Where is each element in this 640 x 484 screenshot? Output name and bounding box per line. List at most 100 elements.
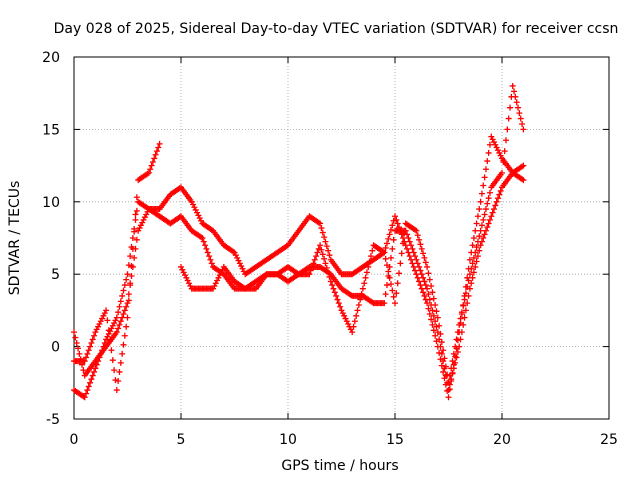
data-point-marker: [473, 244, 480, 251]
data-point-marker: [186, 280, 193, 287]
data-point-marker: [450, 361, 457, 368]
data-point-marker: [462, 290, 469, 297]
data-point-marker: [438, 339, 445, 346]
data-point-marker: [231, 249, 238, 256]
data-point-marker: [432, 318, 439, 325]
data-point-marker: [104, 333, 111, 340]
x-tick-label: 20: [493, 432, 511, 448]
data-point-marker: [469, 260, 476, 267]
data-point-marker: [206, 253, 213, 260]
data-point-marker: [152, 151, 159, 158]
data-point-marker: [426, 311, 433, 318]
data-point-marker: [184, 277, 191, 284]
data-point-marker: [397, 227, 404, 234]
data-point-marker: [396, 224, 403, 231]
data-point-marker: [490, 206, 497, 213]
data-point-marker: [350, 323, 357, 330]
data-point-marker: [357, 296, 364, 303]
data-point-marker: [392, 300, 398, 307]
data-point-marker: [485, 149, 492, 156]
data-point-marker: [430, 295, 437, 302]
data-point-marker: [232, 252, 239, 259]
data-point-marker: [180, 269, 187, 276]
data-point-marker: [466, 256, 473, 263]
data-point-marker: [485, 195, 492, 202]
data-point-marker: [129, 263, 136, 270]
data-point-marker: [382, 255, 389, 262]
data-point-marker: [478, 222, 485, 229]
data-point-marker: [311, 256, 318, 263]
data-point-marker: [409, 260, 416, 267]
plot-frame: [73, 56, 610, 420]
data-point-marker: [109, 357, 116, 364]
data-point-marker: [382, 291, 389, 298]
data-point-marker: [132, 211, 139, 218]
data-point-marker: [103, 307, 110, 314]
data-point-marker: [133, 207, 140, 214]
data-point-marker: [81, 358, 88, 365]
data-point-marker: [474, 238, 481, 245]
data-point-marker: [402, 227, 409, 234]
data-point-marker: [461, 314, 468, 321]
data-point-marker: [478, 190, 485, 197]
data-point-marker: [325, 247, 332, 254]
data-point-marker: [382, 244, 389, 251]
data-point-marker: [194, 209, 201, 216]
data-point-marker: [219, 266, 226, 273]
data-point-marker: [416, 278, 423, 285]
data-point-marker: [393, 216, 400, 223]
data-point-marker: [178, 263, 184, 270]
data-point-marker: [89, 372, 96, 379]
data-point-marker: [127, 253, 134, 260]
data-point-marker: [310, 260, 317, 267]
data-point-marker: [492, 141, 499, 148]
data-point-marker: [145, 169, 152, 176]
data-point-marker: [107, 328, 114, 335]
data-point-marker: [112, 377, 119, 384]
data-point-marker: [390, 236, 397, 243]
data-point-marker: [369, 299, 376, 306]
data-point-marker: [473, 220, 480, 227]
data-point-marker: [468, 280, 475, 287]
data-point-marker: [96, 320, 103, 327]
data-point-marker: [188, 198, 195, 205]
data-point-marker: [335, 300, 342, 307]
y-axis-label: SDTVAR / TECUs: [7, 181, 23, 296]
data-point-marker: [425, 270, 432, 277]
data-point-marker: [386, 231, 393, 238]
data-point-marker: [425, 291, 432, 298]
data-point-marker: [341, 312, 348, 319]
data-point-marker: [484, 158, 491, 165]
data-point-marker: [462, 307, 469, 314]
data-points: [71, 82, 527, 401]
data-point-marker: [342, 315, 349, 322]
data-point-marker: [480, 235, 487, 241]
data-point-marker: [417, 241, 424, 248]
data-point-marker: [464, 283, 471, 290]
data-point-marker: [183, 274, 190, 281]
data-point-marker: [398, 231, 405, 238]
data-point-marker: [339, 310, 346, 317]
data-point-marker: [355, 301, 362, 308]
data-point-marker: [444, 371, 451, 378]
data-point-marker: [309, 263, 316, 270]
data-point-marker: [318, 225, 325, 232]
data-point-marker: [501, 148, 508, 155]
data-point-marker: [493, 198, 500, 205]
data-point-marker: [485, 220, 492, 227]
data-point-marker: [125, 297, 132, 304]
data-point-marker: [520, 162, 527, 169]
data-point-marker: [405, 235, 412, 241]
data-point-marker: [358, 291, 365, 298]
data-point-marker: [445, 394, 452, 401]
data-point-marker: [155, 144, 162, 151]
data-point-marker: [420, 274, 427, 281]
data-point-marker: [236, 260, 243, 267]
data-point-marker: [436, 322, 443, 329]
data-point-marker: [515, 104, 522, 111]
data-point-marker: [115, 325, 122, 332]
x-axis-label: GPS time / hours: [281, 458, 398, 474]
data-point-marker: [87, 379, 94, 386]
data-point-marker: [400, 235, 407, 241]
chart-title: Day 028 of 2025, Sidereal Day-to-day VTE…: [54, 21, 619, 37]
